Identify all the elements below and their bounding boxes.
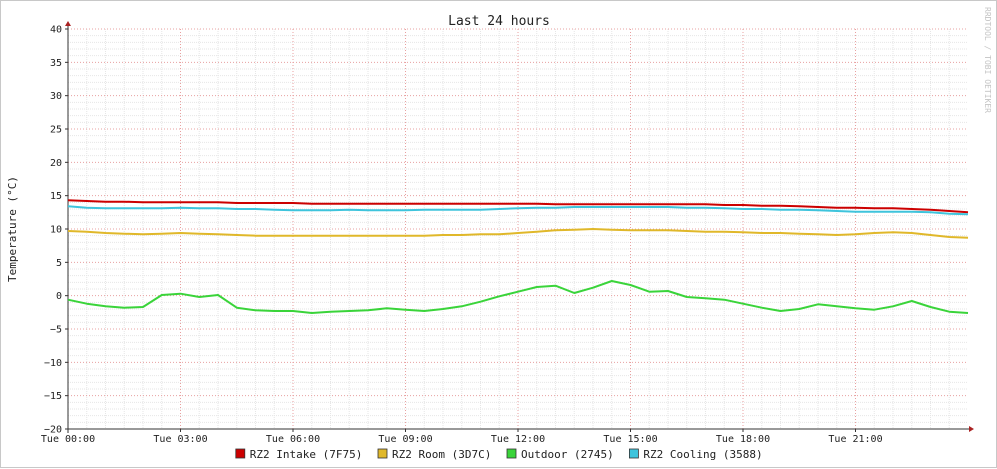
- series-line: [67, 280, 969, 314]
- x-tick-label: Tue 15:00: [603, 434, 657, 445]
- y-tick-label: −10: [44, 358, 62, 369]
- series-line: [67, 199, 969, 214]
- series-line: [67, 205, 969, 216]
- y-axis-label: Temperature (°C): [6, 176, 19, 282]
- x-tick-label: Tue 00:00: [41, 434, 95, 445]
- series-line: [67, 228, 969, 239]
- x-axis-arrow: [969, 426, 974, 432]
- y-tick-label: 25: [50, 125, 62, 136]
- legend: RZ2 Intake (7F75) RZ2 Room (3D7C) Outdoor …: [235, 448, 763, 461]
- x-tick-label: Tue 12:00: [491, 434, 545, 445]
- y-tick-label: 40: [50, 25, 62, 36]
- y-tick-label: 35: [50, 58, 62, 69]
- x-tick-label: Tue 03:00: [153, 434, 207, 445]
- legend-swatch: [235, 448, 246, 459]
- y-tick-label: 5: [56, 258, 62, 269]
- legend-label: RZ2 Cooling (3588): [643, 448, 762, 461]
- y-tick-label: −20: [44, 425, 62, 436]
- y-tick-label: 30: [50, 91, 62, 102]
- y-tick-label: 20: [50, 158, 62, 169]
- legend-swatch: [377, 448, 388, 459]
- x-tick-label: Tue 18:00: [716, 434, 770, 445]
- legend-swatch: [629, 448, 639, 459]
- x-tick-label: Tue 06:00: [266, 434, 320, 445]
- x-tick-label: Tue 09:00: [378, 434, 432, 445]
- watermark: RRDTOOL / TOBI OETIKER: [983, 7, 992, 113]
- y-tick-label: 10: [50, 225, 62, 236]
- legend-label: Outdoor (2745): [521, 448, 614, 461]
- y-tick-label: −5: [50, 325, 62, 336]
- legend-swatch: [506, 448, 517, 459]
- x-tick-label: Tue 21:00: [828, 434, 882, 445]
- grid-layer: [67, 28, 968, 430]
- chart-title: Last 24 hours: [448, 14, 550, 29]
- y-axis-arrow: [65, 21, 71, 26]
- y-tick-label: 0: [56, 291, 62, 302]
- legend-label: RZ2 Intake (7F75): [250, 448, 363, 461]
- y-tick-label: −15: [44, 391, 62, 402]
- legend-label: RZ2 Room (3D7C): [392, 448, 491, 461]
- axes-layer: [65, 21, 974, 433]
- y-tick-label: 15: [50, 191, 62, 202]
- series-layer: [67, 199, 969, 314]
